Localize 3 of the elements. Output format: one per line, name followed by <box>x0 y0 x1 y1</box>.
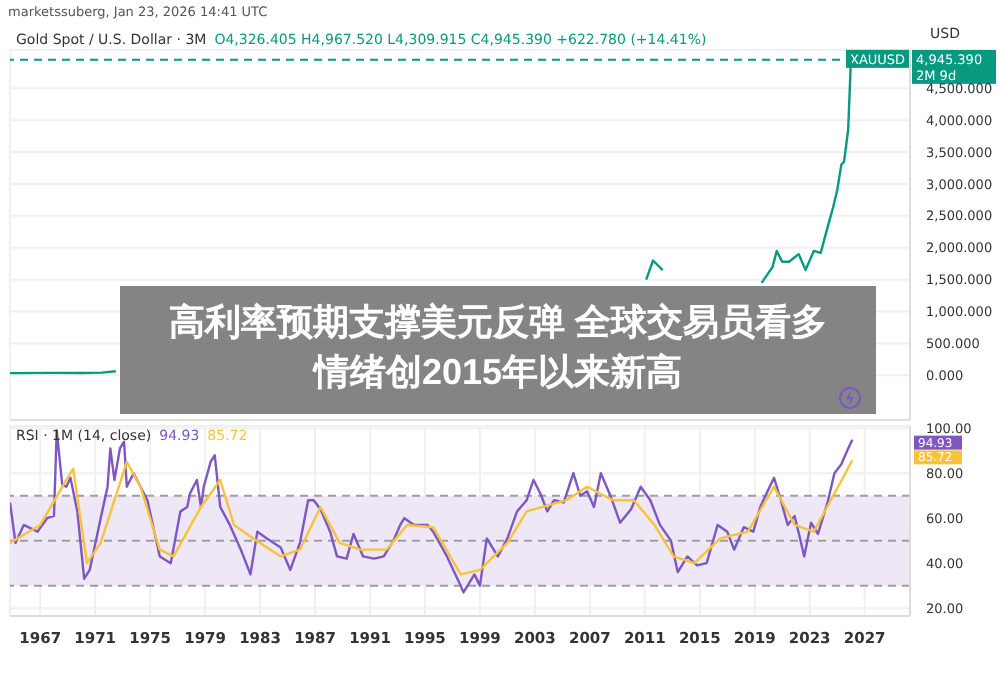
line-series <box>10 429 854 594</box>
line-series <box>10 459 854 576</box>
annotation: 高利率预期支撑美元反弹 全球交易员看多情绪创2015年以来新高 <box>166 300 829 396</box>
